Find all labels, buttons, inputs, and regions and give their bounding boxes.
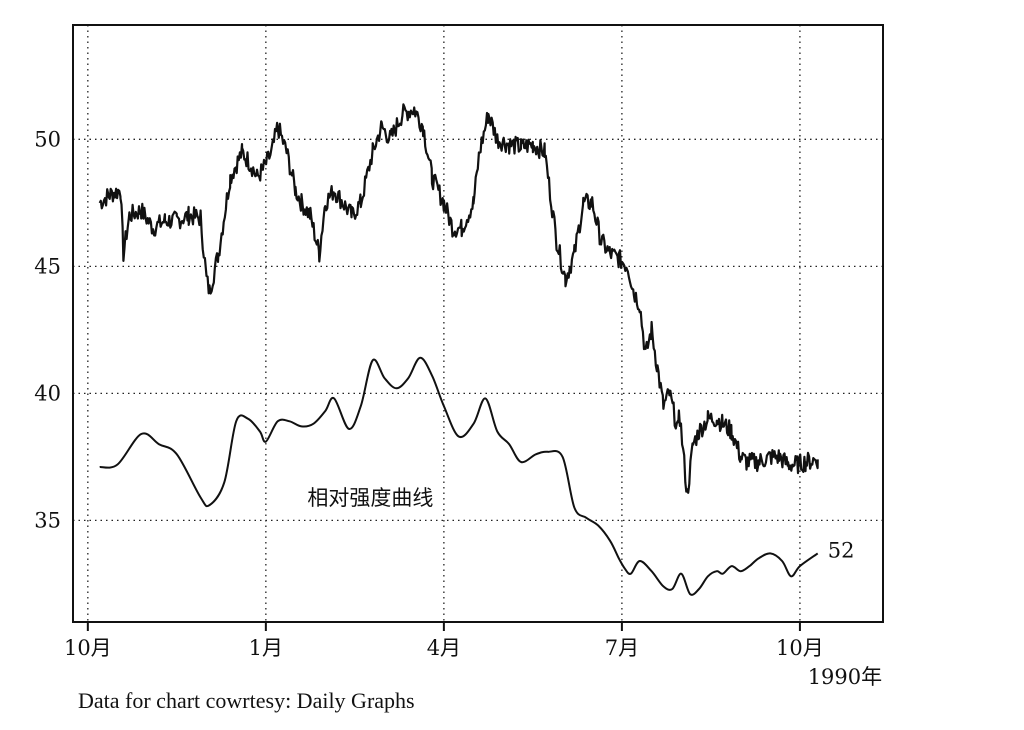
x-tick-label: 4月 [427,636,461,660]
grid-lines [73,25,883,622]
rs-curve-label: 相对强度曲线 [307,486,433,510]
y-tick-label: 35 [34,508,61,532]
plot-frame [72,24,884,623]
x-tick-label: 10月 [64,636,112,660]
y-tick-label: 50 [34,127,61,151]
chart-credit: Data for chart cowrtesy: Daily Graphs [78,688,415,713]
x-tick-label: 10月 [776,636,824,660]
axis-ticks: 35 40 45 50 10月 1月 4月 7月 10月 [34,127,824,660]
y-tick-label: 40 [34,381,61,405]
y-tick-label: 45 [34,254,61,278]
series-layer [98,103,819,596]
series-line-relative-strength [99,356,819,596]
x-tick-label: 1月 [249,636,283,660]
series-line-price [98,103,819,494]
rs-end-value: 52 [828,538,855,562]
x-tick-label: 7月 [605,636,639,660]
year-label: 1990年 [808,665,882,689]
